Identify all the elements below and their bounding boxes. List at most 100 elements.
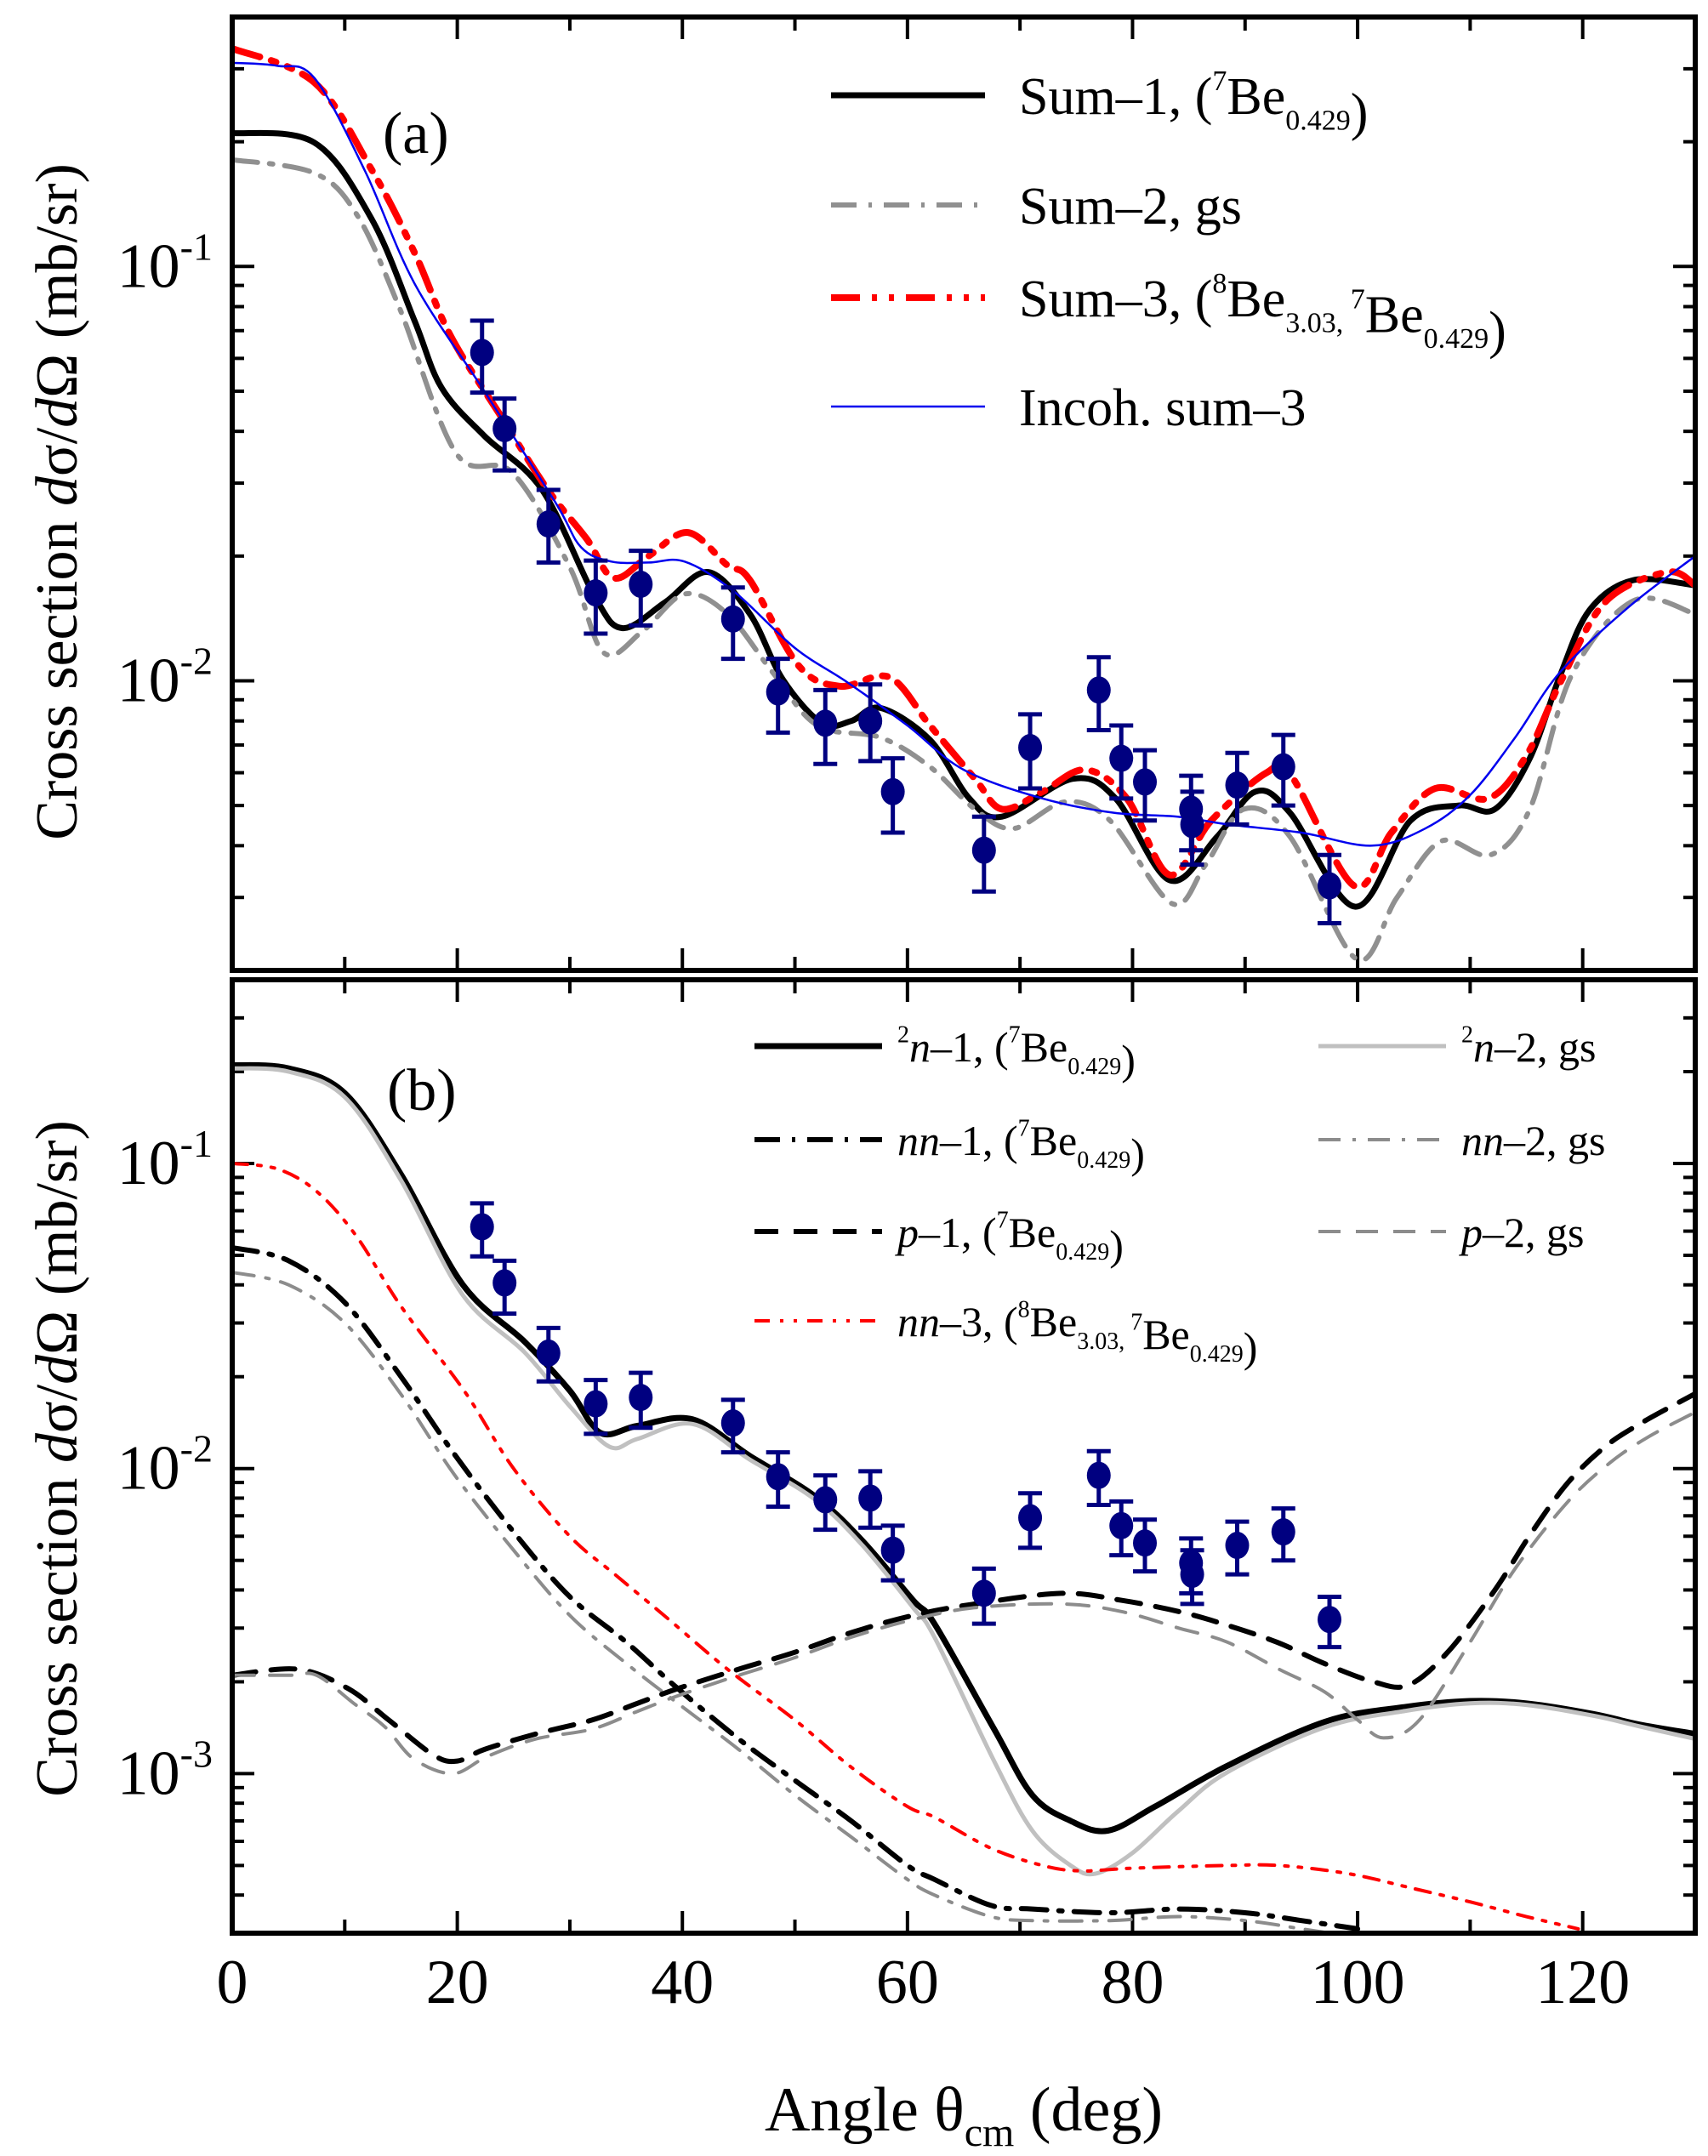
x-tick-label: 120 <box>1535 1948 1630 2017</box>
legend-text-part: –2, gs <box>1494 1023 1596 1071</box>
data-point <box>1271 1506 1295 1563</box>
panel-a-data-points <box>470 318 1341 925</box>
legend-superscript: 7 <box>1130 1310 1142 1336</box>
data-marker <box>536 510 561 538</box>
data-marker <box>492 415 517 443</box>
legend-label: nn–1, (7Be0.429) <box>897 1116 1145 1178</box>
legend-label: 2n–2, gs <box>1461 1022 1596 1072</box>
legend-text-part: –3, ( <box>939 1298 1018 1345</box>
legend-text-part: Sum–3, ( <box>1019 270 1212 328</box>
data-point <box>629 549 653 628</box>
data-point <box>536 487 561 565</box>
x-tick-label: 80 <box>1101 1948 1164 2017</box>
data-point <box>766 657 790 735</box>
y-tick-base: 10 <box>117 1434 180 1504</box>
series-line-a-3 <box>232 61 1695 847</box>
legend-entry: nn–1, (7Be0.429) <box>754 1116 1145 1178</box>
legend-element: Be <box>1142 1311 1190 1358</box>
legend-text-part: ) <box>1130 1129 1145 1177</box>
legend-label: Sum–1, (7Be0.429) <box>1019 65 1368 142</box>
legend-element: Be <box>1021 1023 1068 1071</box>
data-point <box>1086 655 1111 733</box>
data-point <box>858 1469 883 1530</box>
data-marker <box>1271 753 1295 781</box>
data-marker <box>1133 768 1158 796</box>
legend-subscript: 0.429 <box>1068 1054 1121 1080</box>
y-title-text: Cross section <box>25 506 90 840</box>
legend-element: Be <box>1227 68 1285 126</box>
legend-label: nn–2, gs <box>1461 1117 1605 1164</box>
y-tick-base: 10 <box>117 231 180 301</box>
data-marker <box>629 1384 653 1412</box>
data-marker <box>880 1536 905 1564</box>
legend-text-part: ) <box>1244 1323 1258 1371</box>
series-line-b-0 <box>232 1061 1695 1835</box>
data-marker <box>1318 1606 1341 1634</box>
x-tick-label: 100 <box>1311 1948 1405 2017</box>
x-tick-labels: 0 20 40 60 80 100 120 <box>217 1948 1631 2017</box>
data-marker <box>1180 811 1204 839</box>
legend-entry: nn–3, (8Be3.03, 7Be0.429) <box>754 1297 1258 1371</box>
legend-label: Sum–2, gs <box>1019 178 1242 236</box>
x-tick-label: 0 <box>217 1948 248 2017</box>
data-marker <box>1318 872 1341 900</box>
legend-subscript: 3.03 <box>1077 1328 1119 1355</box>
data-point <box>766 1450 790 1510</box>
y-tick-base: 10 <box>117 646 180 715</box>
legend-superscript: 7 <box>1351 284 1365 316</box>
legend-text-part: –2, gs <box>1503 1117 1605 1164</box>
data-point <box>536 1325 561 1384</box>
legend-superscript: 7 <box>1018 1116 1030 1142</box>
data-marker <box>880 777 905 805</box>
data-marker <box>720 1409 745 1437</box>
legend-superscript: 2 <box>897 1022 909 1049</box>
legend-entry: 2n–1, (7Be0.429) <box>754 1022 1136 1084</box>
y-tick-label: 10-2 <box>117 1427 213 1504</box>
legend-superscript: 7 <box>1009 1022 1021 1049</box>
legend-italic: n <box>1473 1023 1494 1071</box>
y-tick-label: 10-1 <box>117 1122 213 1198</box>
data-marker <box>971 1579 996 1607</box>
legend-text-part: , <box>1119 1328 1130 1355</box>
legend-entry: Sum–2, gs <box>831 178 1242 236</box>
y-title-unit: (mb/sr) <box>25 163 90 354</box>
series-line-a-0 <box>232 129 1695 910</box>
data-point <box>858 682 883 764</box>
data-point <box>470 318 494 395</box>
x-tick-label: 60 <box>876 1948 939 2017</box>
legend-text-part: Sum–2, gs <box>1019 178 1242 236</box>
legend-subscript: 3.03 <box>1285 308 1336 339</box>
data-point <box>584 558 608 636</box>
y-tick-exponent: -2 <box>180 639 213 682</box>
data-marker <box>1109 1511 1134 1539</box>
data-marker <box>766 1463 790 1491</box>
data-marker <box>766 678 790 706</box>
legend-element: Be <box>1030 1298 1078 1345</box>
series-line-b-3 <box>232 1270 1341 1933</box>
y-axis-title-a: Cross section dσ/dΩ (mb/sr) <box>25 163 90 840</box>
y-title-omega: Ω <box>25 354 90 398</box>
data-marker <box>813 1486 838 1514</box>
y-title-slash: / <box>25 427 90 444</box>
data-point <box>1086 1448 1111 1507</box>
legend-text-part: –2, gs <box>1482 1209 1584 1256</box>
y-tick-exponent: -2 <box>180 1427 213 1471</box>
data-marker <box>1225 771 1250 799</box>
panel-b-data-points <box>470 1201 1341 1650</box>
legend-subscript: 0.429 <box>1056 1239 1109 1266</box>
y-title-sigma: σ <box>25 444 90 476</box>
legend-text-part: ) <box>1489 302 1506 360</box>
legend-text-part: –1, ( <box>918 1209 997 1256</box>
y-tick-exponent: -1 <box>180 225 213 268</box>
legend-text-part: , <box>1336 308 1351 339</box>
series-line-b-2 <box>232 1244 1361 1931</box>
data-marker <box>470 338 494 367</box>
legend-subscript: 0.429 <box>1424 323 1489 355</box>
legend-subscript: 0.429 <box>1190 1341 1244 1368</box>
legend-entry: p–2, gs <box>1318 1209 1584 1256</box>
legend-element: Be <box>1227 270 1285 328</box>
panel-b-label: (b) <box>387 1058 457 1124</box>
y-tick-exponent: -3 <box>180 1732 213 1775</box>
y-title-sigma: σ <box>25 1401 90 1433</box>
legend-superscript: 8 <box>1212 268 1227 299</box>
